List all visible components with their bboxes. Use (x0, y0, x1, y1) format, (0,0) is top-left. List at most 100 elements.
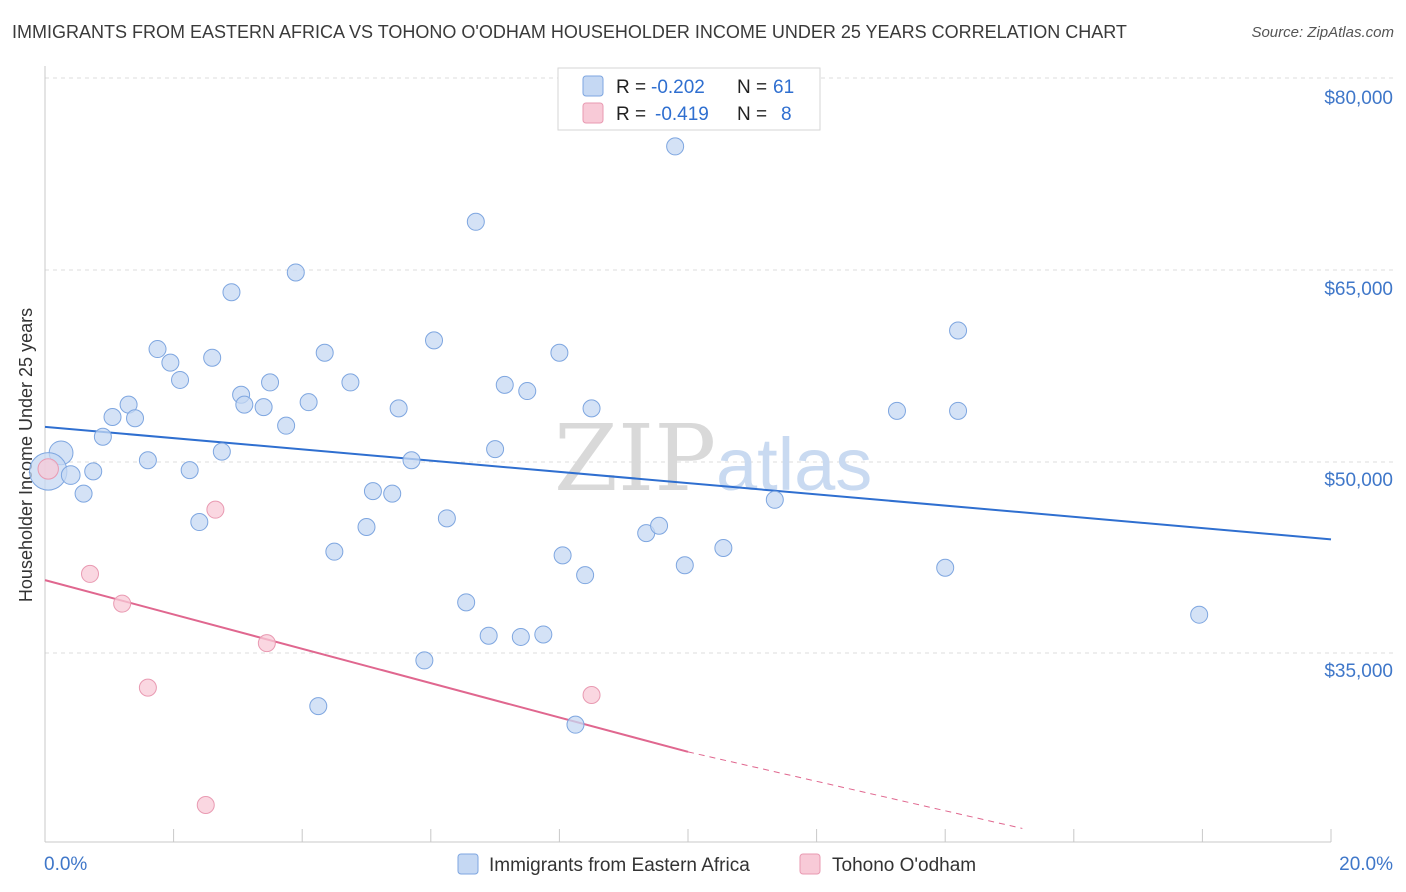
grid-lines (45, 77, 1394, 654)
data-point-pink (138, 678, 157, 697)
stats-legend: R = -0.202 N = 61 R = -0.419 N = 8 (557, 67, 821, 131)
data-point-pink (257, 634, 276, 653)
data-point-blue (103, 408, 122, 427)
y-tick-label: $35,000 (1324, 661, 1393, 682)
y-tick-labels: $80,000 $65,000 $50,000 $35,000 (1324, 88, 1393, 682)
data-point-blue (457, 593, 476, 612)
data-point-blue (171, 370, 190, 389)
data-point-blue (486, 440, 505, 459)
x-tick-label: 0.0% (44, 854, 87, 875)
data-point-blue (765, 490, 784, 509)
data-point-blue (714, 538, 733, 557)
stats-r-value-blue: -0.202 (651, 77, 705, 98)
data-point-blue (495, 375, 514, 394)
data-point-blue (1190, 605, 1209, 624)
data-point-blue (887, 401, 906, 420)
bottom-legend-label-blue: Immigrants from Eastern Africa (489, 855, 750, 876)
data-point-blue (60, 465, 81, 485)
data-point-blue (74, 484, 93, 503)
data-point-blue (286, 263, 305, 282)
data-point-blue (650, 516, 669, 535)
data-point-pink (113, 594, 132, 613)
data-point-blue (479, 626, 498, 645)
data-point-blue (93, 427, 112, 446)
data-point-blue (161, 353, 180, 372)
data-point-blue (341, 373, 360, 392)
data-point-blue (675, 556, 694, 575)
data-point-blue (126, 409, 145, 428)
y-axis-title: Householder Income Under 25 years (16, 308, 36, 602)
bottom-legend: Immigrants from Eastern Africa Tohono O'… (457, 853, 976, 876)
data-point-blue (437, 509, 456, 528)
data-point-blue (949, 321, 968, 340)
stats-r-label-blue: R = (616, 77, 646, 98)
data-points (29, 137, 1209, 814)
data-point-blue (389, 399, 408, 418)
bottom-legend-swatch-pink (799, 853, 821, 875)
data-point-blue (949, 401, 968, 420)
data-point-blue (415, 651, 434, 670)
data-point-blue (212, 442, 231, 461)
x-tick-labels: 0.0% 20.0% (44, 854, 1393, 875)
data-point-blue (325, 542, 344, 561)
data-point-pink (81, 564, 100, 583)
data-point-blue (383, 484, 402, 503)
data-point-blue (299, 393, 318, 412)
data-point-pink (206, 500, 225, 519)
data-point-blue (550, 343, 569, 362)
source-credit: Source: ZipAtlas.com (1251, 24, 1394, 41)
stats-r-value-pink: -0.419 (655, 104, 709, 125)
trend-line-blue (44, 425, 1332, 541)
data-point-blue (425, 331, 444, 350)
stats-n-label-pink: N = (737, 104, 767, 125)
data-point-blue (315, 343, 334, 362)
data-point-blue (222, 283, 241, 302)
data-point-blue (203, 348, 222, 367)
trend-line-pink-dashed (687, 751, 1023, 829)
data-point-blue (261, 373, 280, 392)
data-point-pink (582, 686, 601, 705)
data-point-blue (357, 517, 376, 536)
bottom-legend-label-pink: Tohono O'odham (832, 855, 976, 876)
data-point-blue (309, 697, 328, 716)
y-tick-label: $80,000 (1324, 88, 1393, 109)
data-point-blue (936, 558, 955, 577)
y-tick-label: $65,000 (1324, 279, 1393, 300)
data-point-blue (235, 395, 254, 414)
data-point-blue (138, 451, 157, 470)
data-point-blue (582, 399, 601, 418)
x-tick-label: 20.0% (1339, 854, 1393, 875)
stats-r-label-pink: R = (616, 104, 646, 125)
watermark: ZIP atlas (554, 405, 872, 512)
data-point-blue (363, 482, 382, 501)
data-point-blue (277, 416, 296, 435)
data-point-pink (37, 458, 59, 480)
data-point-blue (254, 398, 273, 417)
data-point-blue (190, 513, 209, 532)
y-tick-label: $50,000 (1324, 470, 1393, 491)
stats-n-value-blue: 61 (773, 77, 794, 98)
data-point-blue (84, 462, 103, 481)
stats-legend-swatch-blue (582, 75, 604, 97)
data-point-blue (666, 137, 685, 156)
stats-n-label-blue: N = (737, 77, 767, 98)
data-point-blue (534, 625, 553, 644)
watermark-zip: ZIP (554, 405, 716, 512)
stats-n-value-pink: 8 (781, 104, 792, 125)
data-point-blue (511, 627, 530, 646)
stats-legend-swatch-pink (582, 102, 604, 124)
data-point-blue (566, 715, 585, 734)
data-point-blue (148, 340, 167, 359)
data-point-blue (402, 451, 421, 470)
watermark-atlas: atlas (716, 423, 872, 506)
data-point-blue (553, 546, 572, 565)
trend-line-pink (44, 579, 689, 753)
data-point-blue (466, 212, 485, 231)
data-point-pink (196, 795, 215, 814)
data-point-blue (518, 382, 537, 401)
chart-title: IMMIGRANTS FROM EASTERN AFRICA VS TOHONO… (12, 22, 1127, 42)
bottom-legend-swatch-blue (457, 853, 479, 875)
data-point-blue (576, 566, 595, 585)
data-point-blue (180, 461, 199, 480)
